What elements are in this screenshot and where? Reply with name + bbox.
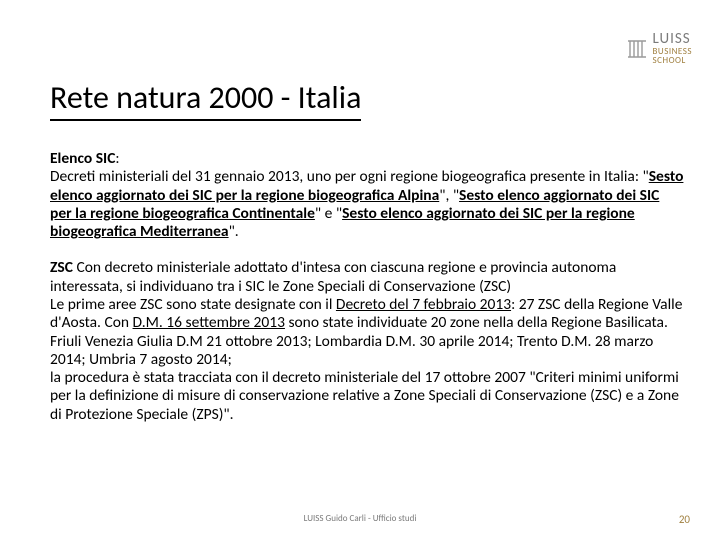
zsc-link-dm-set2013[interactable]: D.M. 16 settembre 2013 <box>133 313 285 332</box>
zsc-t5: la procedura è stata tracciata con il de… <box>50 368 679 424</box>
page-title: Rete natura 2000 - Italia <box>50 78 361 121</box>
sic-t4: ". <box>229 222 239 241</box>
logo-mark-icon <box>627 38 647 60</box>
sic-t3: " e " <box>315 204 342 223</box>
logo: LUISS BUSINESS SCHOOL <box>627 32 692 65</box>
footer-text: LUISS Guido Carli - Ufficio studi <box>0 513 720 524</box>
logo-luiss: LUISS <box>653 32 692 47</box>
sic-lead: Elenco SIC <box>50 149 115 168</box>
zsc-t1: Con decreto ministeriale adottato d'inte… <box>50 258 616 295</box>
page-number: 20 <box>679 513 690 526</box>
sic-t2: ", " <box>439 186 459 205</box>
sic-colon: : <box>115 149 119 168</box>
paragraph-sic: Elenco SIC: Decreti ministeriali del 31 … <box>50 150 684 241</box>
sic-t1: Decreti ministeriali del 31 gennaio 2013… <box>50 167 649 186</box>
logo-school: SCHOOL <box>653 56 692 65</box>
body-text: Elenco SIC: Decreti ministeriali del 31 … <box>50 150 684 442</box>
logo-text: LUISS BUSINESS SCHOOL <box>653 32 692 65</box>
paragraph-zsc: ZSC Con decreto ministeriale adottato d'… <box>50 259 684 424</box>
zsc-t2: Le prime aree ZSC sono state designate c… <box>50 295 336 314</box>
zsc-link-decreto-feb2013[interactable]: Decreto del 7 febbraio 2013 <box>336 295 511 314</box>
zsc-lead: ZSC <box>50 258 73 277</box>
slide: LUISS BUSINESS SCHOOL Rete natura 2000 -… <box>0 0 720 540</box>
